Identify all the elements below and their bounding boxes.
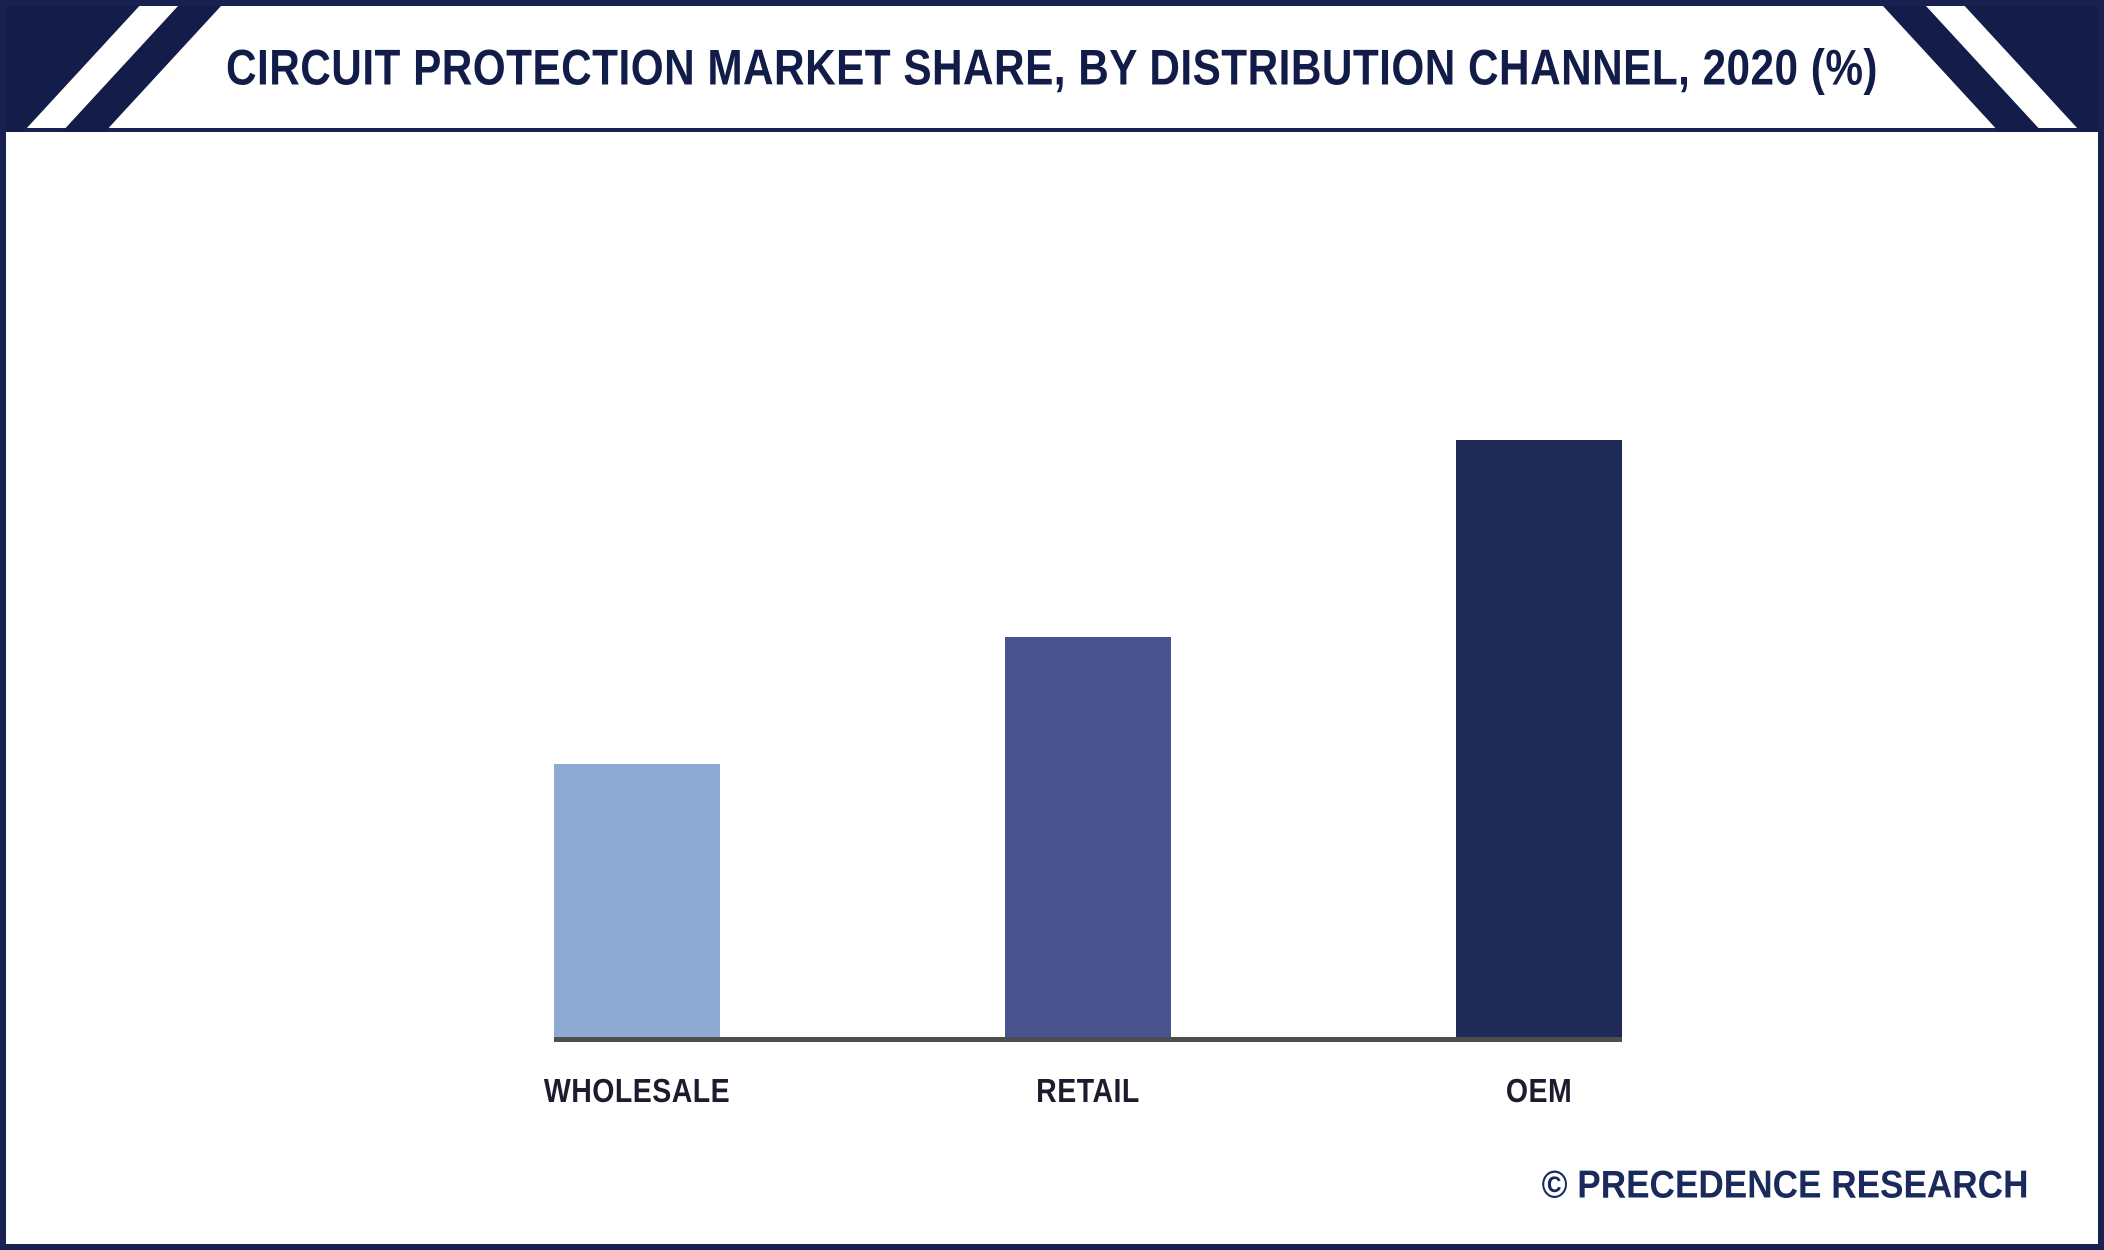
bar-group-retail: RETAIL	[1005, 402, 1171, 1109]
category-label-oem: OEM	[1505, 1071, 1573, 1110]
bar-group-oem: OEM	[1456, 402, 1622, 1109]
chart-title: CIRCUIT PROTECTION MARKET SHARE, BY DIST…	[226, 38, 1878, 96]
category-label-retail: RETAIL	[1036, 1071, 1140, 1110]
bar-oem	[1456, 440, 1622, 1037]
bar-group-wholesale: WHOLESALE	[544, 402, 730, 1109]
bar-chart-plot: WHOLESALE RETAIL OEM	[544, 402, 1622, 1109]
source-watermark: © PRECEDENCE RESEARCH	[1541, 1162, 2028, 1206]
category-label-wholesale: WHOLESALE	[543, 1071, 731, 1110]
bar-retail	[1005, 636, 1171, 1037]
bar-wholesale	[554, 763, 720, 1037]
chart-header: CIRCUIT PROTECTION MARKET SHARE, BY DIST…	[6, 6, 2098, 132]
